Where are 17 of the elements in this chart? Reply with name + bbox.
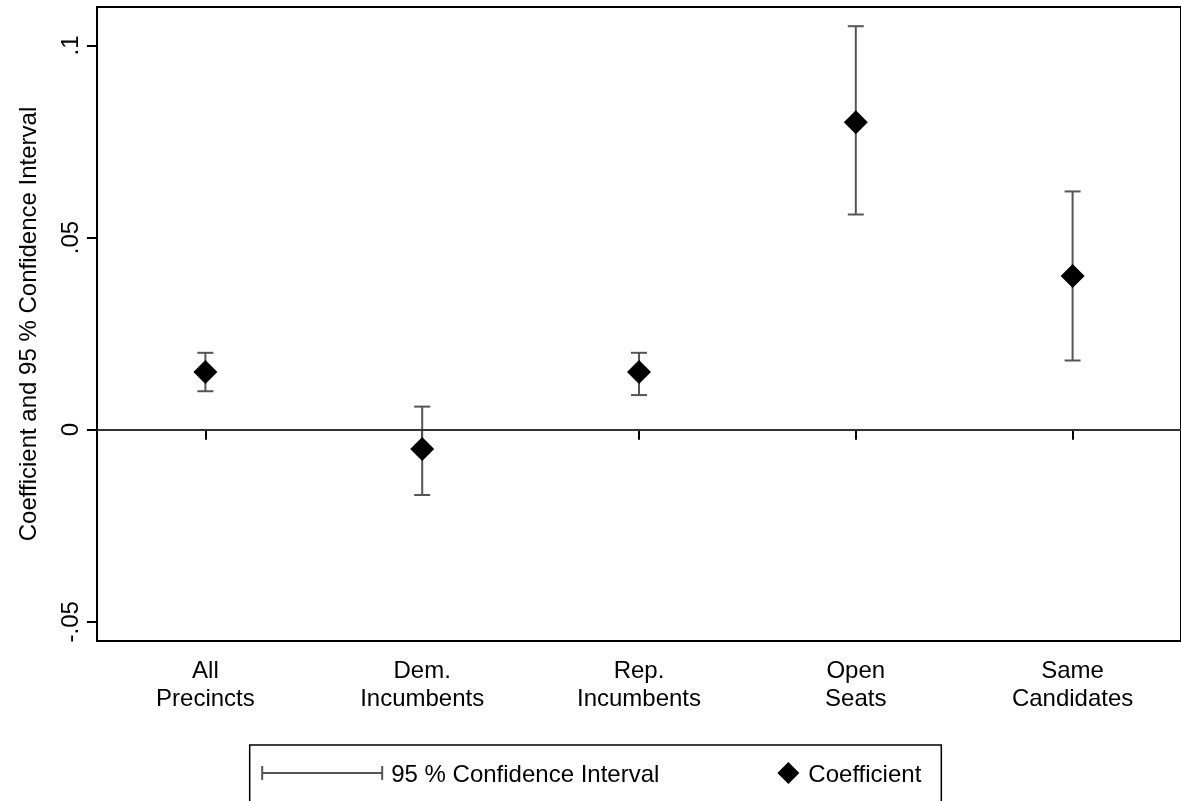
x-tick-label: Open Seats <box>825 655 887 711</box>
y-axis-title: Coefficient and 95 % Confidence Interval <box>13 106 41 542</box>
text: 95 % Confidence Interval <box>391 759 660 787</box>
point <box>410 436 435 461</box>
point <box>193 360 218 385</box>
point <box>1060 263 1085 288</box>
x-tick-label: Rep. Incumbents <box>576 655 702 711</box>
y-tick-label: .05 <box>55 220 83 255</box>
y-tick-label: .1 <box>55 35 83 56</box>
x-tick-label: All Precincts <box>156 655 255 711</box>
x-tick-label: Dem. Incumbents <box>360 655 485 711</box>
x-tick-label: Same Candidates <box>1011 655 1134 711</box>
y-tick-label: 0 <box>55 422 83 437</box>
point <box>843 110 868 135</box>
point <box>627 360 651 385</box>
legend-label: Coefficient <box>808 759 922 787</box>
y-tick-label: -.05 <box>55 601 83 643</box>
